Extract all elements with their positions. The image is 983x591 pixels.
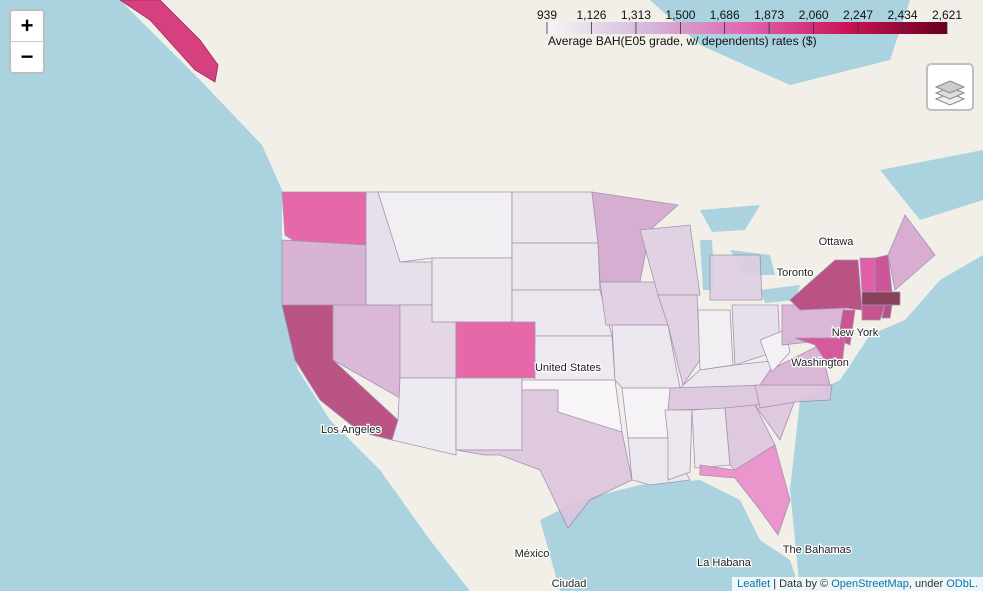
legend-tick-label: 1,313	[621, 8, 651, 22]
legend-bar	[547, 22, 947, 34]
place-label: Ciudad	[552, 578, 587, 590]
place-label: Toronto	[777, 267, 814, 279]
layers-control[interactable]	[926, 63, 974, 111]
zoom-out[interactable]: −	[11, 41, 43, 72]
place-label: The Bahamas	[783, 544, 852, 556]
osm-link[interactable]: OpenStreetMap	[831, 578, 909, 590]
legend-tick-label: 2,060	[799, 8, 829, 22]
attribution-text: , under	[908, 578, 944, 590]
legend-tick-label: 1,500	[665, 8, 695, 22]
place-label: Washington	[791, 357, 849, 369]
layers-icon	[934, 80, 966, 106]
place-label: New York	[832, 327, 879, 339]
legend-title: Average BAH(E05 grade, w/ dependents) ra…	[548, 34, 817, 48]
place-label: México	[515, 548, 550, 560]
legend-tick-label: 2,247	[843, 8, 873, 22]
legend-tick-label: 939	[537, 8, 557, 22]
attribution: Leaflet | Data by © OpenStreetMap, under…	[732, 577, 983, 591]
zoom-in[interactable]: +	[20, 13, 34, 38]
legend-tick-label: 2,434	[888, 8, 918, 22]
legend-tick-label: 1,686	[710, 8, 740, 22]
legend-tick-label: 1,126	[576, 8, 606, 22]
legend-tick-label: 1,873	[754, 8, 784, 22]
place-label: Los Angeles	[321, 424, 381, 436]
states	[281, 191, 936, 536]
legend-tick-label: 2,621	[932, 8, 962, 22]
place-label: La Habana	[697, 557, 752, 569]
place-label: United States	[535, 362, 602, 374]
zoom-control: + −	[9, 9, 45, 74]
odbl-link[interactable]: ODbL.	[946, 578, 978, 590]
place-label: Ottawa	[819, 236, 855, 248]
alaska-panhandle	[119, 0, 219, 83]
leaflet-link[interactable]: Leaflet	[737, 578, 771, 590]
attribution-text: | Data by ©	[773, 578, 829, 590]
